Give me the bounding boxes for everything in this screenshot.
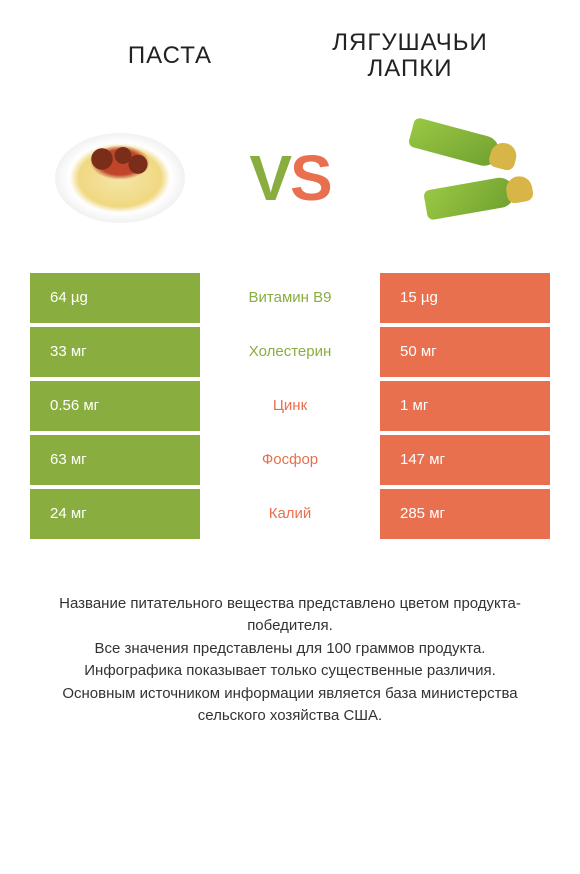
left-value: 64 µg [30, 273, 200, 323]
right-title-line2: ЛАПКИ [290, 56, 530, 82]
table-row: 63 мг Фосфор 147 мг [30, 435, 550, 485]
table-row: 0.56 мг Цинк 1 мг [30, 381, 550, 431]
footer-note: Название питательного вещества представл… [0, 543, 580, 728]
nutrient-label: Фосфор [200, 435, 380, 485]
right-value: 15 µg [380, 273, 550, 323]
right-value: 285 мг [380, 489, 550, 539]
footer-line: Основным источником информации является … [30, 683, 550, 728]
left-title: ПАСТА [50, 42, 290, 70]
left-value: 33 мг [30, 327, 200, 377]
right-value: 50 мг [380, 327, 550, 377]
nutrient-label: Витамин B9 [200, 273, 380, 323]
vs-s: S [290, 142, 331, 214]
images-row: VS [0, 93, 580, 273]
frog-legs-image [390, 113, 530, 243]
nutrition-table: 64 µg Витамин B9 15 µg 33 мг Холестерин … [0, 273, 580, 539]
footer-line: Все значения представлены для 100 граммо… [30, 638, 550, 661]
nutrient-label: Цинк [200, 381, 380, 431]
footer-line: Название питательного вещества представл… [30, 593, 550, 638]
nutrient-label: Калий [200, 489, 380, 539]
footer-line: Инфографика показывает только существенн… [30, 660, 550, 683]
nutrient-label: Холестерин [200, 327, 380, 377]
left-value: 0.56 мг [30, 381, 200, 431]
vs-label: VS [249, 141, 330, 215]
table-row: 24 мг Калий 285 мг [30, 489, 550, 539]
left-value: 24 мг [30, 489, 200, 539]
right-value: 147 мг [380, 435, 550, 485]
pasta-image [50, 113, 190, 243]
right-value: 1 мг [380, 381, 550, 431]
vs-v: V [249, 142, 290, 214]
left-value: 63 мг [30, 435, 200, 485]
table-row: 33 мг Холестерин 50 мг [30, 327, 550, 377]
right-title-line1: ЛЯГУШАЧЬИ [290, 30, 530, 56]
right-title: ЛЯГУШАЧЬИ ЛАПКИ [290, 30, 530, 83]
header: ПАСТА ЛЯГУШАЧЬИ ЛАПКИ [0, 0, 580, 93]
table-row: 64 µg Витамин B9 15 µg [30, 273, 550, 323]
